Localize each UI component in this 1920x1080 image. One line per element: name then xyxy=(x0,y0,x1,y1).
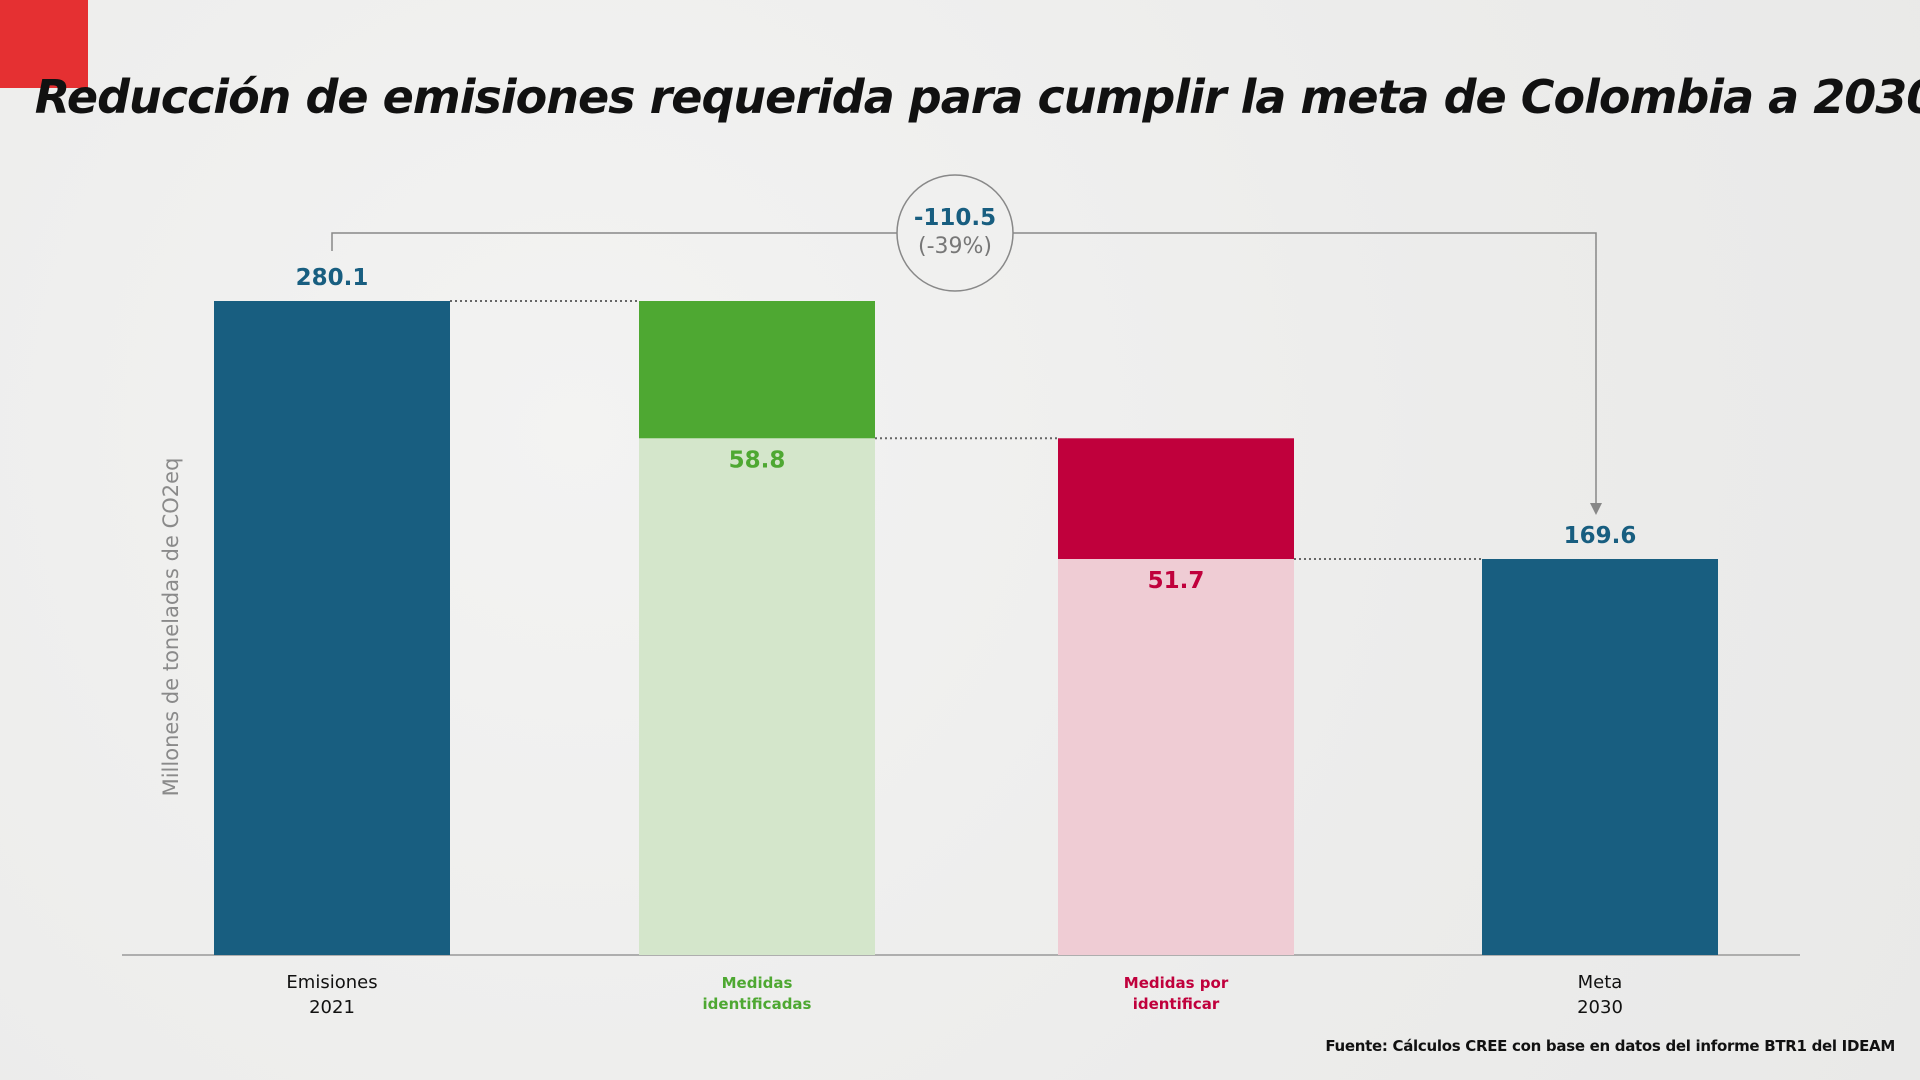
bracket-line-right xyxy=(1013,232,1597,505)
y-axis-label: Millones de toneladas de CO2eq xyxy=(159,458,183,797)
annotation-circle xyxy=(896,174,1014,292)
bar-3-remaining xyxy=(1058,559,1294,955)
category-label: identificadas xyxy=(703,995,812,1013)
bar-1 xyxy=(214,301,450,955)
bar-3-reduction xyxy=(1058,438,1294,560)
data-label: 58.8 xyxy=(729,447,786,473)
category-label: Medidas por xyxy=(1124,974,1229,992)
bar-2-remaining xyxy=(639,438,875,955)
arrow-down-icon xyxy=(1590,503,1602,515)
data-label: 169.6 xyxy=(1564,523,1637,549)
category-label: Medidas xyxy=(722,974,793,992)
source-note: Fuente: Cálculos CREE con base en datos … xyxy=(1325,1037,1895,1055)
bar-4 xyxy=(1482,559,1718,955)
bracket-line-left xyxy=(331,232,897,251)
data-label: 51.7 xyxy=(1148,568,1205,594)
brand-corner-square xyxy=(0,0,88,88)
reduction-total: -110.5 xyxy=(914,205,996,231)
category-label: Emisiones xyxy=(286,972,377,993)
category-label: Meta xyxy=(1578,972,1623,993)
bar-2-reduction xyxy=(639,301,875,439)
category-label: 2030 xyxy=(1577,997,1623,1018)
category-label: identificar xyxy=(1133,995,1220,1013)
chart-title: Reducción de emisiones requerida para cu… xyxy=(34,70,1920,124)
data-label: 280.1 xyxy=(296,265,369,291)
reduction-percent: (-39%) xyxy=(918,234,992,259)
category-label: 2021 xyxy=(309,997,355,1018)
